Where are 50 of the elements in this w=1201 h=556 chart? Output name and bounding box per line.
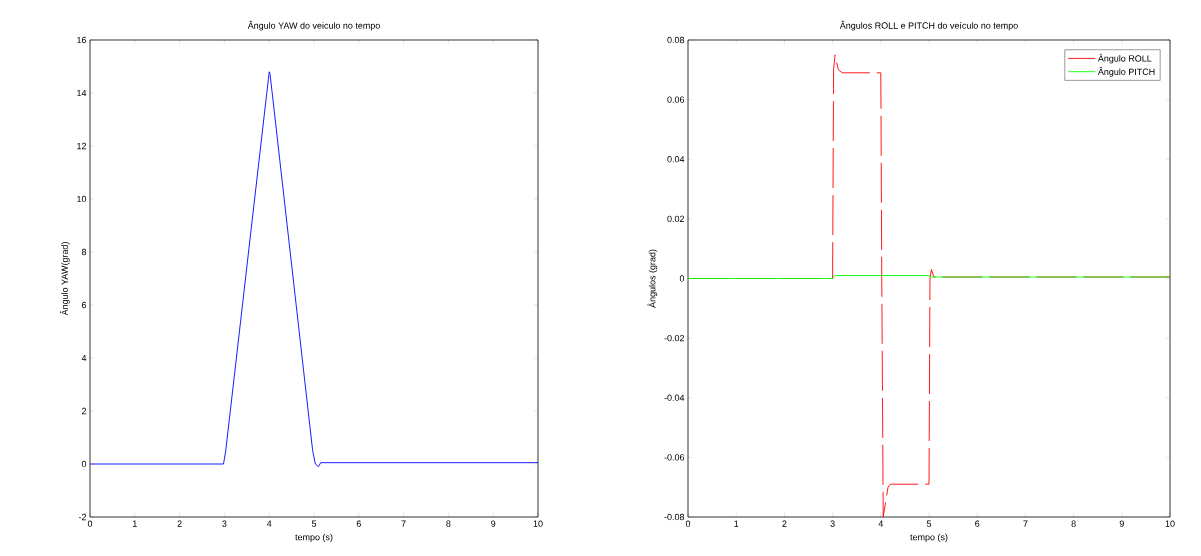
x-tick-label: 3 (222, 520, 227, 527)
y-tick-label: 0.02 (667, 215, 685, 223)
y-tick-label: -0.06 (664, 454, 685, 461)
legend-label: Ângulo ROLL (1097, 53, 1152, 64)
x-tick-label: 3 (830, 520, 835, 527)
x-tick-label: 2 (782, 520, 787, 527)
x-tick-label: 5 (311, 520, 317, 527)
y-tick-label: 0 (81, 460, 87, 468)
x-tick-label: 10 (533, 520, 543, 527)
y-tick-label: 4 (81, 354, 87, 362)
y-tick-label: 16 (77, 36, 87, 44)
chart-title: Ângulo YAW do veiculo no tempo (247, 20, 380, 31)
y-tick-label: 2 (81, 407, 87, 415)
x-tick-label: 6 (975, 520, 980, 527)
y-axis-title: Ângulos (grad) (647, 249, 658, 308)
y-axis-title: Ângulo YAW(grad) (59, 242, 70, 316)
x-tick-label: 1 (734, 520, 739, 527)
y-tick-label: 8 (81, 248, 87, 256)
y-tick-label: 10 (77, 195, 87, 203)
x-tick-label: 4 (878, 520, 884, 527)
x-tick-label: 7 (1023, 520, 1028, 527)
y-tick-label: 14 (77, 89, 87, 97)
x-tick-label: 2 (177, 520, 182, 527)
x-tick-label: 6 (356, 520, 361, 527)
y-tick-label: -2 (78, 513, 87, 521)
legend-label: Ângulo PITCH (1097, 67, 1155, 77)
x-tick-label: 7 (401, 520, 406, 527)
y-tick-label: -0.04 (664, 394, 685, 401)
y-tick-label: 0.06 (667, 96, 685, 103)
line-series (90, 71, 538, 468)
y-tick-label: 0.08 (667, 36, 685, 44)
y-tick-label: 12 (77, 142, 87, 150)
x-tick-label: 5 (926, 520, 932, 527)
x-tick-label: 9 (491, 520, 496, 527)
x-tick-label: 8 (1071, 520, 1076, 527)
y-tick-label: -0.08 (664, 513, 685, 521)
y-tick-label: 6 (81, 301, 87, 309)
x-tick-label: 4 (266, 520, 272, 527)
y-tick-label: 0 (679, 275, 685, 282)
x-axis-title: tempo (s) (295, 533, 333, 543)
x-axis-title: tempo (s) (910, 533, 948, 543)
x-tick-label: 8 (446, 520, 451, 527)
x-tick-label: 0 (87, 520, 93, 527)
x-tick-label: 1 (132, 520, 137, 527)
x-tick-label: 9 (1119, 520, 1124, 527)
x-tick-label: 0 (685, 520, 691, 527)
y-tick-label: -0.02 (664, 334, 685, 342)
chart-title: Ângulos ROLL e PITCH do veículo no tempo (839, 20, 1018, 31)
y-tick-label: 0.04 (667, 156, 685, 163)
x-tick-label: 10 (1165, 520, 1175, 527)
